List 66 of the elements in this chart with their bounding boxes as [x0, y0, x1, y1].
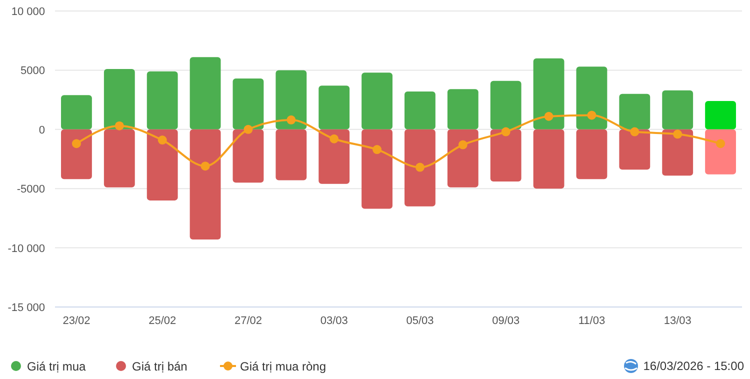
bar	[619, 129, 650, 170]
point	[415, 162, 424, 172]
bar	[232, 78, 264, 130]
bar	[705, 129, 736, 174]
bar	[662, 90, 694, 130]
bar	[404, 92, 436, 130]
bar	[146, 129, 178, 200]
x-tick-label: 11/03	[578, 315, 606, 327]
point	[372, 145, 382, 154]
bar	[190, 57, 221, 130]
x-tick-label: 27/02	[234, 315, 262, 327]
bar	[533, 129, 564, 189]
bar	[190, 129, 221, 240]
x-tick-label: 23/02	[62, 315, 90, 327]
x-tick-label: 09/03	[492, 315, 520, 327]
point	[114, 121, 124, 130]
bar	[576, 66, 608, 130]
y-tick-label: 10 000	[11, 6, 45, 18]
y-tick-label: -15 000	[8, 302, 45, 314]
point	[673, 130, 682, 139]
bar	[61, 95, 92, 130]
bar	[490, 129, 522, 182]
bar	[447, 129, 478, 188]
text: 16/03/2026 - 15:00	[643, 359, 744, 373]
x-tick-label: 25/02	[148, 315, 176, 327]
x-tick-label: 13/03	[664, 315, 692, 327]
point	[158, 136, 167, 145]
bar	[146, 71, 178, 130]
bar	[447, 89, 478, 130]
point	[286, 115, 296, 124]
point	[244, 124, 253, 134]
bar	[705, 100, 736, 130]
point	[72, 139, 81, 148]
bar	[362, 72, 392, 130]
legend-label: Giá trị mua ròng	[240, 360, 326, 374]
bar	[490, 80, 522, 130]
bar	[533, 58, 564, 130]
bar	[576, 129, 608, 180]
point	[544, 112, 554, 121]
bar	[104, 69, 135, 130]
y-tick-label: -5000	[16, 184, 45, 196]
y-tick-label: 5000	[20, 65, 45, 78]
point	[330, 134, 339, 144]
bar	[276, 70, 307, 130]
bar	[404, 129, 436, 206]
point	[458, 140, 468, 150]
x-tick-label: 03/03	[320, 315, 348, 327]
point	[587, 110, 596, 120]
bar	[61, 129, 92, 180]
bar	[662, 129, 694, 176]
bar	[318, 86, 350, 130]
legend-label: Giá trị mua	[27, 360, 86, 374]
legend-label: Giá trị bán	[132, 360, 188, 374]
point	[630, 127, 640, 136]
bar	[619, 94, 650, 130]
point	[200, 162, 210, 171]
bar	[276, 129, 307, 180]
bar	[232, 129, 264, 183]
point	[716, 139, 726, 148]
y-tick-label: 0	[38, 124, 45, 136]
bar	[318, 129, 350, 184]
y-tick-label: -10 000	[8, 242, 45, 255]
bar	[104, 129, 135, 188]
bar	[362, 129, 392, 209]
x-tick-label: 05/03	[406, 315, 434, 327]
point	[501, 127, 510, 136]
